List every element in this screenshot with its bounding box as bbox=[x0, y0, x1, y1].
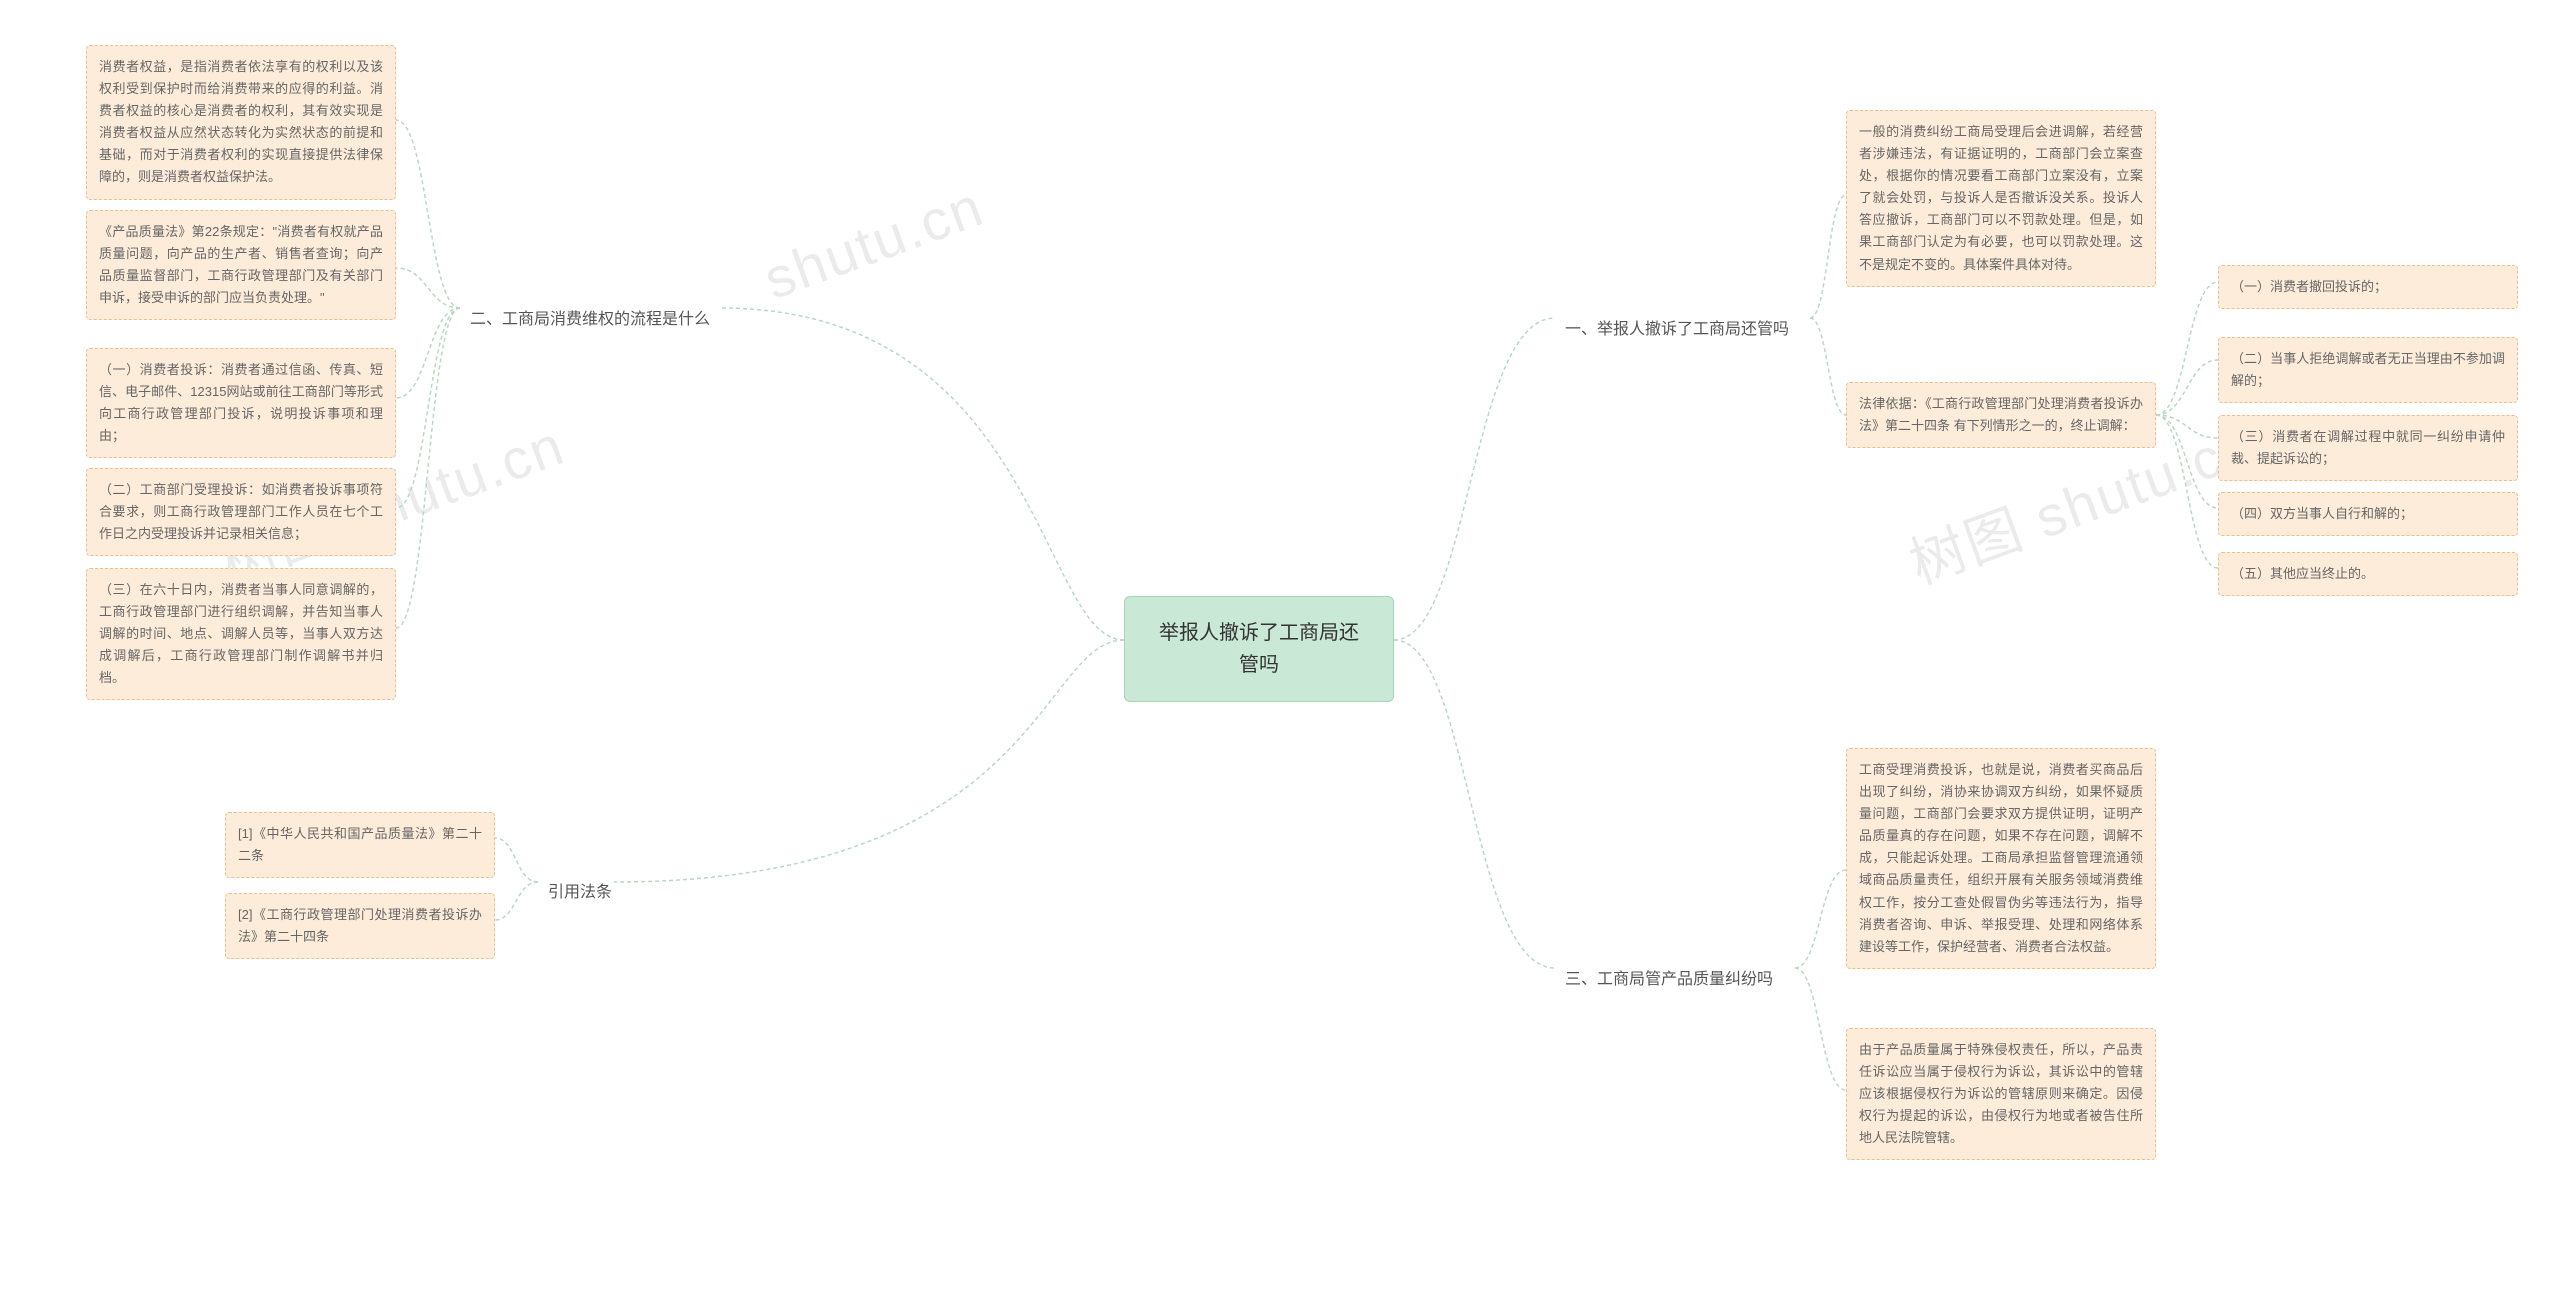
leaf-node: （二）当事人拒绝调解或者无正当理由不参加调解的； bbox=[2218, 337, 2518, 403]
leaf-node: （四）双方当事人自行和解的； bbox=[2218, 492, 2518, 536]
branch-1: 一、举报人撤诉了工商局还管吗 bbox=[1555, 307, 1799, 347]
leaf-node: 工商受理消费投诉，也就是说，消费者买商品后出现了纠纷，消协来协调双方纠纷，如果怀… bbox=[1846, 748, 2156, 969]
leaf-node: 法律依据：《工商行政管理部门处理消费者投诉办法》第二十四条 有下列情形之一的，终… bbox=[1846, 382, 2156, 448]
branch-2: 二、工商局消费维权的流程是什么 bbox=[460, 297, 720, 337]
watermark: shutu.cn bbox=[756, 173, 992, 312]
root-node: 举报人撤诉了工商局还管吗 bbox=[1124, 596, 1394, 702]
leaf-node: （三）消费者在调解过程中就同一纠纷申请仲裁、提起诉讼的； bbox=[2218, 415, 2518, 481]
leaf-node: [1]《中华人民共和国产品质量法》第二十二条 bbox=[225, 812, 495, 878]
leaf-node: （三）在六十日内，消费者当事人同意调解的，工商行政管理部门进行组织调解，并告知当… bbox=[86, 568, 396, 700]
leaf-node: 由于产品质量属于特殊侵权责任，所以，产品责任诉讼应当属于侵权行为诉讼，其诉讼中的… bbox=[1846, 1028, 2156, 1160]
leaf-node: 消费者权益，是指消费者依法享有的权利以及该权利受到保护时而给消费带来的应得的利益… bbox=[86, 45, 396, 200]
branch-4: 引用法条 bbox=[538, 870, 622, 910]
leaf-node: （一）消费者投诉：消费者通过信函、传真、短信、电子邮件、12315网站或前往工商… bbox=[86, 348, 396, 458]
leaf-node: （一）消费者撤回投诉的； bbox=[2218, 265, 2518, 309]
leaf-node: （二）工商部门受理投诉：如消费者投诉事项符合要求，则工商行政管理部门工作人员在七… bbox=[86, 468, 396, 556]
leaf-node: 一般的消费纠纷工商局受理后会进调解，若经营者涉嫌违法，有证据证明的，工商部门会立… bbox=[1846, 110, 2156, 287]
leaf-node: [2]《工商行政管理部门处理消费者投诉办法》第二十四条 bbox=[225, 893, 495, 959]
leaf-node: 《产品质量法》第22条规定："消费者有权就产品质量问题，向产品的生产者、销售者查… bbox=[86, 210, 396, 320]
leaf-node: （五）其他应当终止的。 bbox=[2218, 552, 2518, 596]
root-label: 举报人撤诉了工商局还管吗 bbox=[1159, 622, 1359, 676]
branch-3: 三、工商局管产品质量纠纷吗 bbox=[1555, 957, 1783, 997]
